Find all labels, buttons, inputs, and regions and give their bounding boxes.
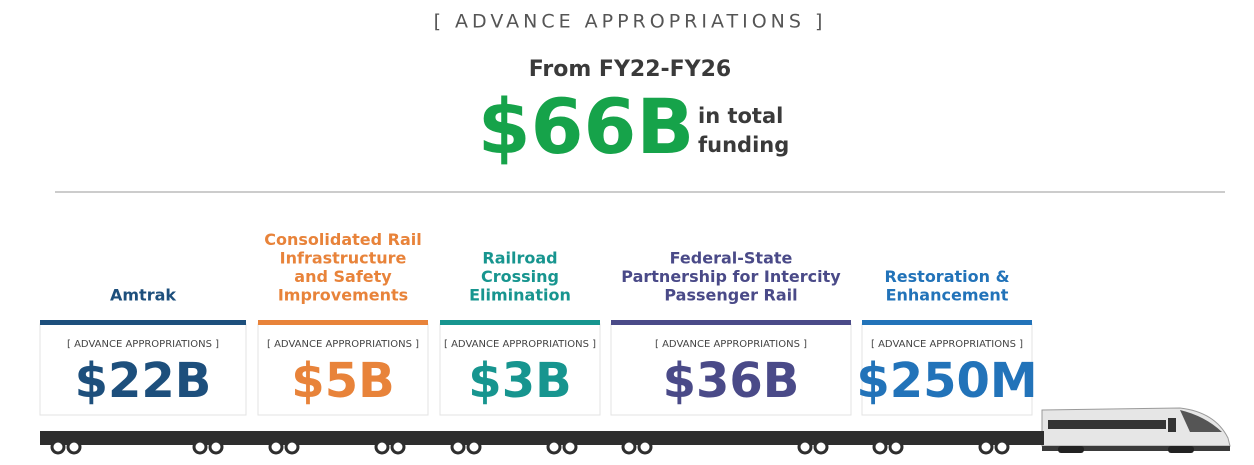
- wheel: [994, 439, 1010, 455]
- wheel: [546, 439, 562, 455]
- wheel: [66, 439, 82, 455]
- wheel: [192, 439, 208, 455]
- wheel: [797, 439, 813, 455]
- wheel: [268, 439, 284, 455]
- car-top: [40, 320, 246, 325]
- car-box: [610, 323, 852, 416]
- car-chassis: [440, 431, 612, 445]
- wheel: [374, 439, 390, 455]
- car-label: Amtrak: [110, 286, 176, 305]
- car-box: [439, 323, 601, 416]
- wheel: [978, 439, 994, 455]
- car-label: and Safety: [294, 267, 392, 286]
- header-total-note: in total: [698, 104, 783, 128]
- car-label: Restoration &: [884, 267, 1009, 286]
- car-label: Partnership for Intercity: [621, 267, 841, 286]
- header-total: $66B: [478, 82, 695, 171]
- car-coupler: [246, 436, 258, 441]
- car-top: [440, 320, 600, 325]
- car-chassis: [862, 431, 1044, 445]
- wheel: [621, 439, 637, 455]
- car-coupler: [600, 436, 612, 441]
- car-coupler: [1032, 436, 1044, 441]
- wheel: [466, 439, 482, 455]
- wheel: [284, 439, 300, 455]
- car-top: [611, 320, 851, 325]
- car-label: Infrastructure: [280, 249, 407, 268]
- locomotive: [1041, 407, 1231, 453]
- car-kicker: [ ADVANCE APPROPRIATIONS ]: [67, 339, 219, 350]
- car-kicker: [ ADVANCE APPROPRIATIONS ]: [655, 339, 807, 350]
- wheel: [450, 439, 466, 455]
- car-label: Crossing: [481, 267, 559, 286]
- car-label: Enhancement: [886, 286, 1009, 305]
- wheel: [637, 439, 653, 455]
- car-kicker: [ ADVANCE APPROPRIATIONS ]: [871, 339, 1023, 350]
- car-label: Federal-State: [670, 249, 793, 268]
- car-chassis: [258, 431, 440, 445]
- car-amount: $22B: [75, 353, 212, 409]
- wheel: [390, 439, 406, 455]
- wheel: [562, 439, 578, 455]
- car-box: [861, 323, 1033, 416]
- car-label: Elimination: [469, 286, 571, 305]
- car-amount: $3B: [468, 353, 571, 409]
- header-period: From FY22-FY26: [529, 57, 731, 82]
- car-amount: $250M: [856, 353, 1037, 409]
- header-total-note: funding: [698, 133, 789, 157]
- wheel: [888, 439, 904, 455]
- car-coupler: [851, 436, 863, 441]
- car-label: Consolidated Rail: [264, 230, 421, 249]
- car-kicker: [ ADVANCE APPROPRIATIONS ]: [267, 339, 419, 350]
- car-amount: $5B: [291, 353, 394, 409]
- car-kicker: [ ADVANCE APPROPRIATIONS ]: [444, 339, 596, 350]
- wheel: [208, 439, 224, 455]
- car-amount: $36B: [663, 353, 800, 409]
- wheel: [50, 439, 66, 455]
- wheel: [813, 439, 829, 455]
- car-top: [862, 320, 1032, 325]
- car-label: Passenger Rail: [664, 286, 797, 305]
- car-coupler: [428, 436, 440, 441]
- wheel: [872, 439, 888, 455]
- car-label: Improvements: [278, 286, 408, 305]
- header-kicker: [ ADVANCE APPROPRIATIONS ]: [434, 11, 827, 33]
- car-top: [258, 320, 428, 325]
- car-label: Railroad: [482, 249, 557, 268]
